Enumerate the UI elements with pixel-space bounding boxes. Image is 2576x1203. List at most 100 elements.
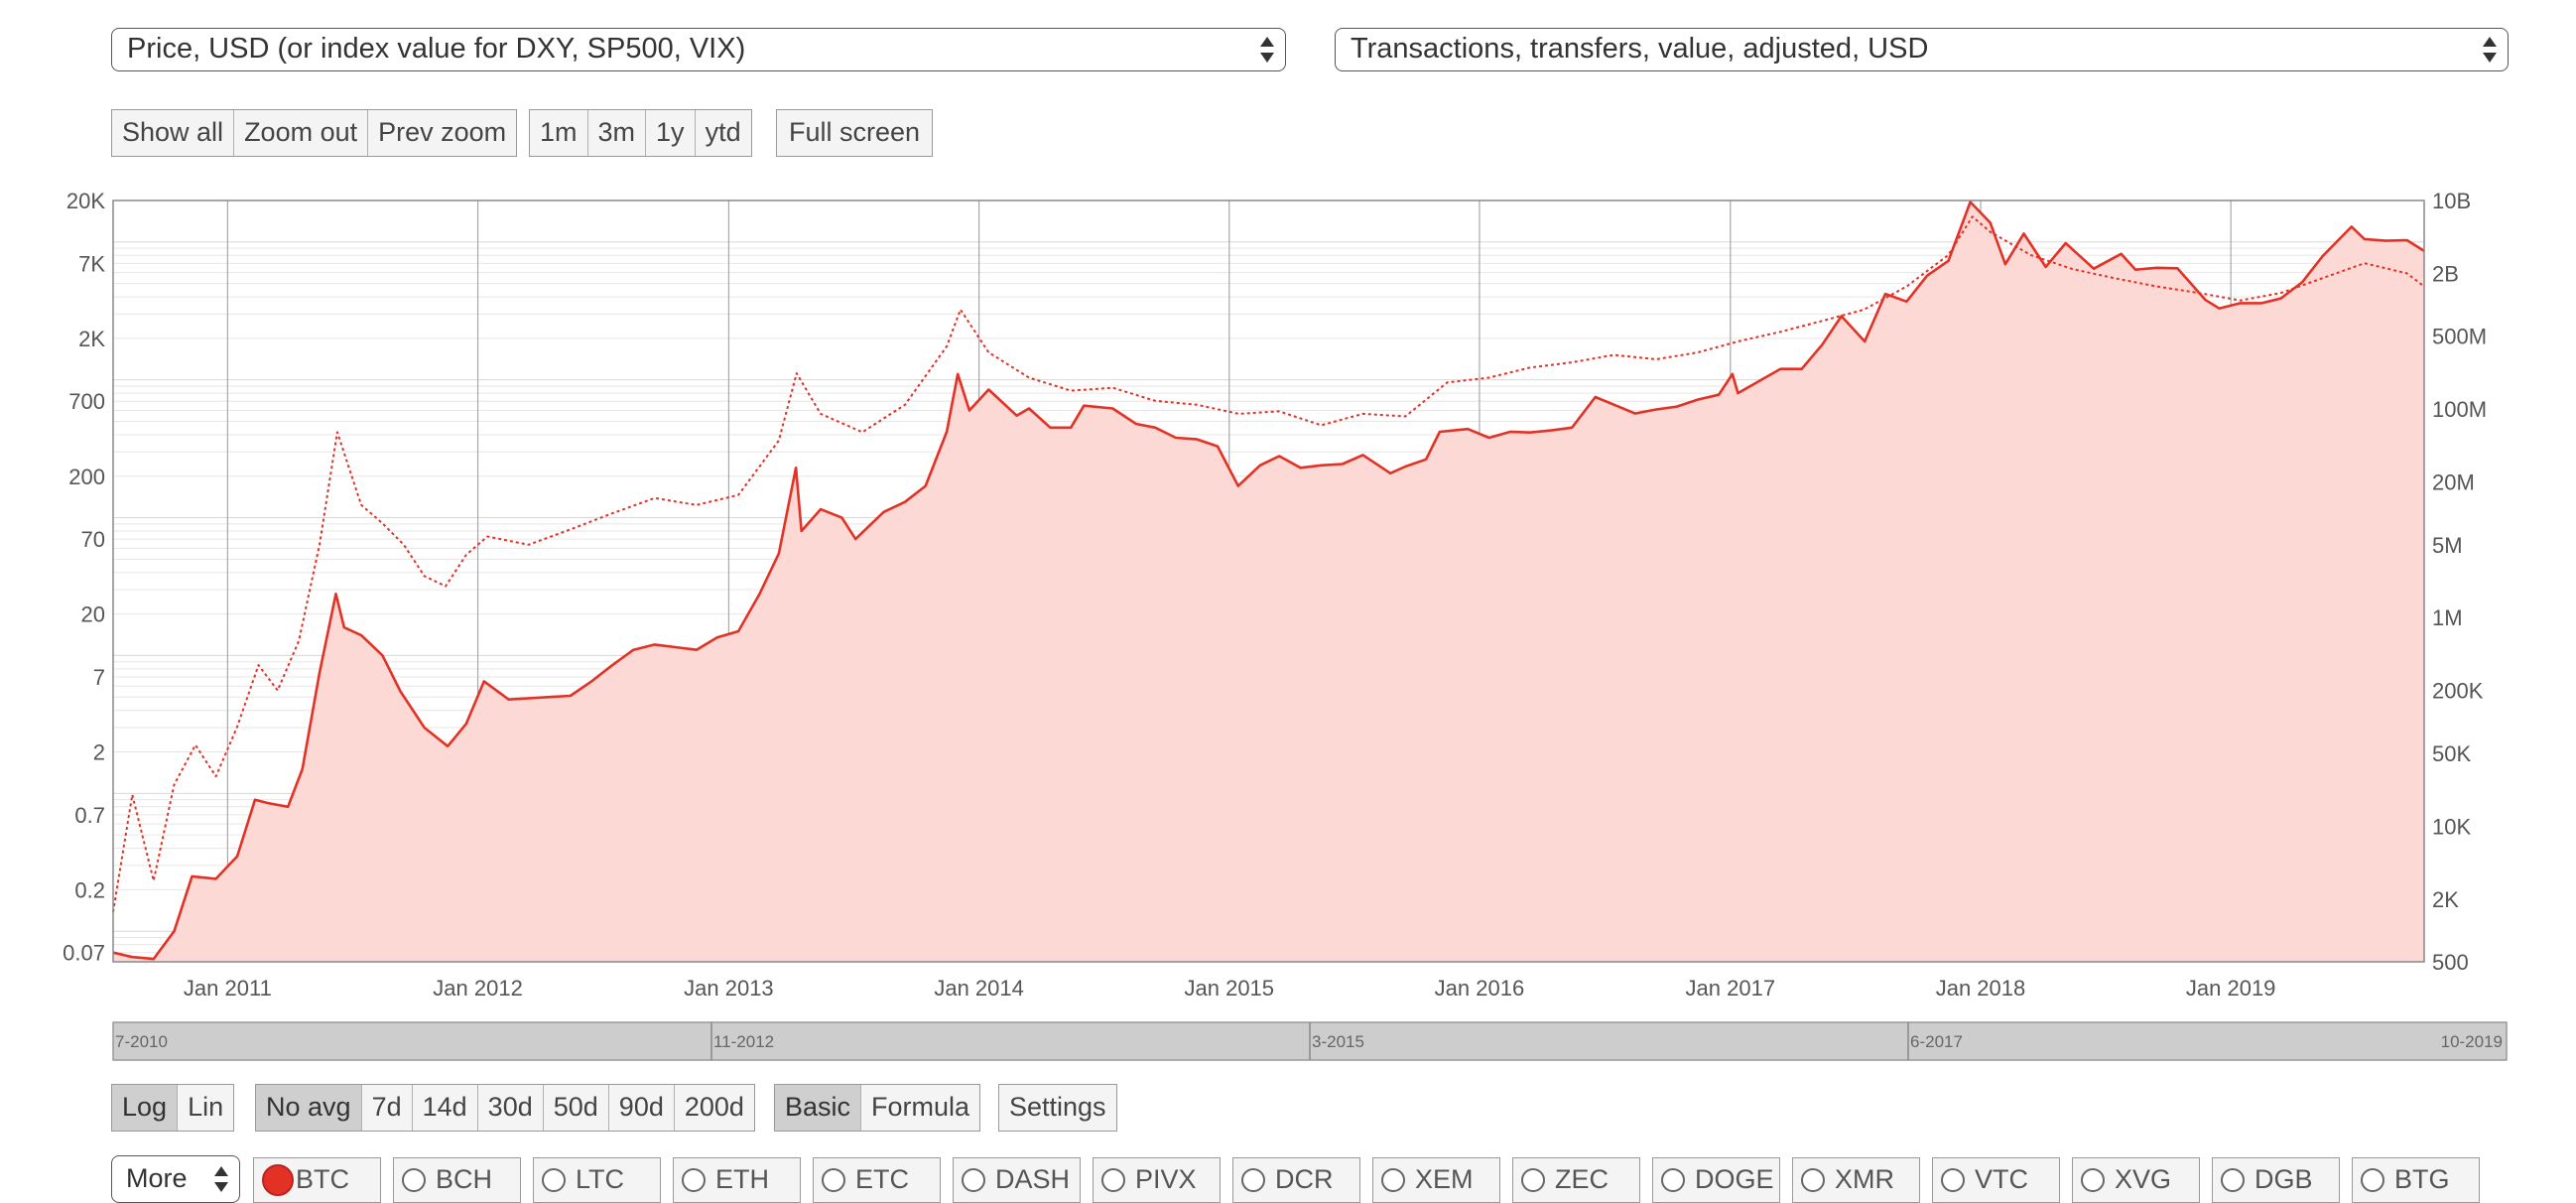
price-line (112, 200, 2425, 961)
avg-none-button[interactable]: No avg (256, 1085, 362, 1131)
select-arrows-icon (1259, 35, 1275, 65)
radio-icon (2361, 1168, 2384, 1192)
radio-icon (962, 1168, 985, 1192)
coin-toggle-dash[interactable]: DASH (953, 1157, 1081, 1203)
left-axis-tick-label: 0.07 (63, 941, 105, 966)
left-metric-select[interactable]: Price, USD (or index value for DXY, SP50… (111, 28, 1286, 71)
coin-label: ETC (855, 1164, 909, 1194)
left-axis-tick-label: 0.2 (74, 877, 105, 902)
avg-90d-button[interactable]: 90d (608, 1085, 675, 1131)
radio-icon (402, 1168, 426, 1192)
coin-toggle-pivx[interactable]: PIVX (1093, 1157, 1221, 1203)
radio-icon (1101, 1168, 1125, 1192)
range-3m-button[interactable]: 3m (587, 110, 647, 156)
coin-label: BTC (296, 1164, 349, 1194)
left-axis-tick-label: 7 (93, 665, 105, 690)
coin-toggle-doge[interactable]: DOGE (1652, 1157, 1780, 1203)
coin-toggle-etc[interactable]: ETC (813, 1157, 941, 1203)
coin-toggle-btc[interactable]: BTC (253, 1157, 381, 1203)
chart-lines (112, 200, 2425, 961)
avg-50d-button[interactable]: 50d (543, 1085, 609, 1131)
prev-zoom-button[interactable]: Prev zoom (368, 110, 517, 156)
mode-button-group: Basic Formula (774, 1084, 981, 1132)
range-ytd-button[interactable]: ytd (695, 110, 751, 156)
radio-icon (1661, 1168, 1685, 1192)
right-axis-tick-label: 100M (2432, 397, 2487, 422)
coin-toggle-eth[interactable]: ETH (673, 1157, 801, 1203)
avg-30d-button[interactable]: 30d (477, 1085, 544, 1131)
coin-label: VTC (1975, 1164, 2028, 1194)
coin-toggle-bch[interactable]: BCH (393, 1157, 521, 1203)
avg-200d-button[interactable]: 200d (674, 1085, 754, 1131)
radio-icon (2081, 1168, 2105, 1192)
select-arrows-icon (2482, 35, 2498, 65)
radio-icon (2221, 1168, 2245, 1192)
coin-toggle-dcr[interactable]: DCR (1232, 1157, 1360, 1203)
more-label: More (126, 1163, 188, 1193)
coin-toggle-xvg[interactable]: XVG (2072, 1157, 2200, 1203)
right-axis-tick-label: 10B (2432, 189, 2471, 213)
radio-icon (1241, 1168, 1265, 1192)
basic-mode-button[interactable]: Basic (775, 1085, 862, 1131)
navigator-date-label: 10-2019 (2441, 1032, 2503, 1051)
full-screen-button[interactable]: Full screen (777, 110, 933, 156)
navigator-date-label: 11-2012 (713, 1032, 774, 1051)
settings-button[interactable]: Settings (999, 1085, 1116, 1131)
select-arrows-icon (213, 1164, 229, 1194)
range-button-group: 1m 3m 1y ytd (529, 109, 752, 157)
formula-mode-button[interactable]: Formula (861, 1085, 980, 1131)
radio-icon (1941, 1168, 1965, 1192)
left-axis-tick-label: 20K (66, 189, 105, 213)
left-axis: 20K 7K 2K 700 200 70 20 7 2 0.7 0.2 0.07 (63, 189, 105, 966)
coin-toggle-vtc[interactable]: VTC (1932, 1157, 2060, 1203)
coin-label: LTC (576, 1164, 625, 1194)
right-axis-tick-label: 2K (2432, 887, 2459, 912)
range-1m-button[interactable]: 1m (530, 110, 588, 156)
x-axis: Jan 2011 Jan 2012 Jan 2013 Jan 2014 Jan 2015… (184, 976, 2276, 1001)
radio-icon (262, 1164, 294, 1196)
coin-toggle-zec[interactable]: ZEC (1512, 1157, 1640, 1203)
coin-toggle-ltc[interactable]: LTC (533, 1157, 661, 1203)
radio-icon (682, 1168, 706, 1192)
coin-toggle-dgb[interactable]: DGB (2212, 1157, 2340, 1203)
x-axis-tick-label: Jan 2014 (934, 976, 1024, 1001)
right-metric-label: Transactions, transfers, value, adjusted… (1351, 33, 1929, 65)
show-all-button[interactable]: Show all (112, 110, 235, 156)
right-axis-tick-label: 200K (2432, 679, 2484, 704)
range-navigator[interactable]: 7-2010 11-2012 3-2015 6-2017 10-2019 (112, 1021, 2508, 1061)
left-axis-tick-label: 0.7 (74, 803, 105, 828)
coin-toggle-xem[interactable]: XEM (1372, 1157, 1500, 1203)
coin-toggle-btg[interactable]: BTG (2352, 1157, 2480, 1203)
x-axis-tick-label: Jan 2017 (1686, 976, 1776, 1001)
coin-label: DOGE (1695, 1164, 1774, 1194)
average-button-group: No avg 7d 14d 30d 50d 90d 200d (255, 1084, 755, 1132)
avg-14d-button[interactable]: 14d (412, 1085, 478, 1131)
log-scale-button[interactable]: Log (112, 1085, 179, 1131)
x-axis-tick-label: Jan 2012 (433, 976, 523, 1001)
right-axis-tick-label: 5M (2432, 533, 2463, 558)
radio-icon (1521, 1168, 1545, 1192)
right-axis-tick-label: 500 (2432, 950, 2469, 975)
radio-icon (822, 1168, 845, 1192)
right-axis-tick-label: 2B (2432, 261, 2459, 286)
coin-label: BTG (2394, 1164, 2450, 1194)
avg-7d-button[interactable]: 7d (361, 1085, 413, 1131)
more-select[interactable]: More (111, 1155, 240, 1203)
radio-icon (1381, 1168, 1405, 1192)
right-metric-select[interactable]: Transactions, transfers, value, adjusted… (1335, 28, 2509, 71)
left-axis-tick-label: 7K (78, 251, 105, 276)
left-axis-tick-label: 2K (78, 327, 105, 351)
zoom-out-button[interactable]: Zoom out (234, 110, 369, 156)
range-1y-button[interactable]: 1y (646, 110, 696, 156)
left-axis-tick-label: 2 (93, 740, 105, 765)
lin-scale-button[interactable]: Lin (178, 1085, 234, 1131)
x-axis-tick-label: Jan 2015 (1185, 976, 1275, 1001)
radio-icon (1801, 1168, 1825, 1192)
coin-label: XVG (2115, 1164, 2172, 1194)
right-axis-tick-label: 1M (2432, 605, 2463, 630)
coin-toggle-xmr[interactable]: XMR (1792, 1157, 1920, 1203)
navigator-date-label: 7-2010 (115, 1032, 168, 1051)
coin-label: DCR (1275, 1164, 1334, 1194)
settings-group: Settings (998, 1084, 1117, 1132)
